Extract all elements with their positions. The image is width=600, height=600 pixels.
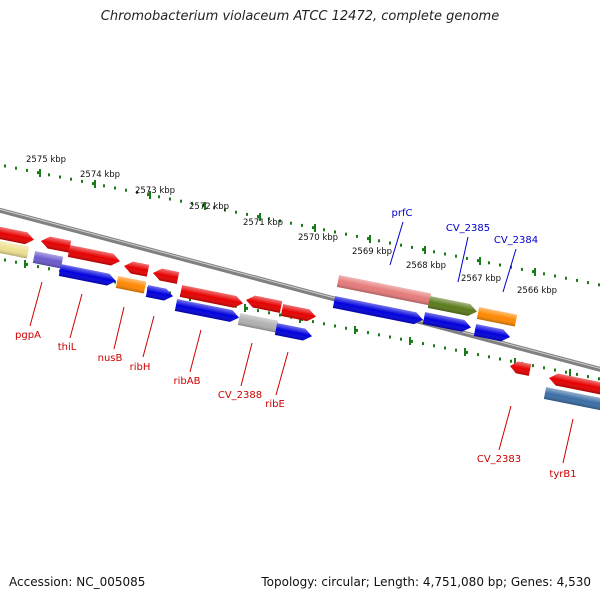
- gene-CV-2384-leader: [502, 248, 517, 293]
- gene-forward: [332, 296, 423, 325]
- gene-ribH-leader: [142, 315, 155, 358]
- gene-thiL-leader: [69, 293, 83, 339]
- gene-forward: [237, 313, 279, 333]
- backbone-highlight: [0, 208, 600, 369]
- topology-text: Topology: circular; Length: 4,751,080 bp…: [261, 575, 591, 589]
- scale-label: 2566 kbp: [517, 286, 557, 296]
- gene-CV-2388-leader: [240, 342, 253, 387]
- gene-pgpA-leader: [29, 281, 43, 327]
- gene-forward: [422, 312, 472, 332]
- gene-forward: [145, 285, 174, 301]
- gene-CV-2385-leader: [457, 236, 469, 283]
- gene-reverse-bottom: [549, 373, 600, 396]
- gene-forward: [58, 264, 116, 286]
- gene-forward: [174, 299, 240, 322]
- gene-CV-2383-leader: [498, 405, 512, 451]
- accession-text: Accession: NC_005085: [9, 575, 146, 589]
- gene-reverse-top: [0, 226, 34, 245]
- gene-thiL-label: thiL: [58, 342, 77, 353]
- gene-reverse-top: [0, 240, 30, 259]
- gene-forward: [336, 275, 432, 306]
- gene-ribAB-label: ribAB: [174, 376, 201, 387]
- gene-prfC-label: prfC: [392, 208, 413, 219]
- scale-label: 2567 kbp: [461, 274, 501, 284]
- gene-reverse-top: [124, 261, 150, 277]
- gene-forward: [32, 251, 64, 269]
- gene-nusB-leader: [113, 306, 125, 350]
- scale-label: 2572 kbp: [189, 202, 229, 212]
- gene-ribH-label: ribH: [130, 362, 151, 373]
- gene-reverse-top: [280, 304, 317, 322]
- gene-forward: [427, 296, 478, 316]
- scale-label: 2574 kbp: [80, 170, 120, 180]
- gene-forward: [115, 276, 147, 294]
- gene-tyrB1-leader: [562, 418, 574, 464]
- gene-forward: [274, 323, 313, 341]
- scale-label: 2570 kbp: [298, 233, 338, 243]
- gene-nusB-label: nusB: [98, 353, 123, 364]
- gene-reverse-top: [41, 236, 72, 253]
- scale-label: 2569 kbp: [352, 247, 392, 257]
- gene-prfC-leader: [389, 221, 404, 266]
- gene-tyrB1-label: tyrB1: [549, 469, 576, 480]
- gene-forward: [476, 307, 518, 327]
- scale-label: 2571 kbp: [243, 218, 283, 228]
- gene-reverse-top: [246, 295, 283, 313]
- gene-ribE-label: ribE: [265, 399, 285, 410]
- gene-CV-2383-label: CV_2383: [477, 454, 521, 465]
- gene-CV-2384-label: CV_2384: [494, 235, 538, 246]
- genome-backbone: [0, 207, 600, 372]
- gene-pgpA-label: pgpA: [15, 330, 41, 341]
- gene-CV-2385-label: CV_2385: [446, 223, 490, 234]
- outer-tick-row: [4, 164, 600, 287]
- gene-CV-2388-label: CV_2388: [218, 390, 262, 401]
- gene-forward: [473, 324, 511, 342]
- gene-reverse-top: [153, 268, 180, 284]
- gene-reverse-bottom: [510, 361, 532, 376]
- gene-reverse-top: [179, 285, 244, 308]
- scale-label: 2568 kbp: [406, 261, 446, 271]
- gene-reverse-top: [67, 245, 121, 266]
- scale-label: 2573 kbp: [135, 186, 175, 196]
- gene-ribAB-leader: [189, 329, 202, 373]
- scale-label: 2575 kbp: [26, 155, 66, 165]
- gene-ribE-leader: [275, 351, 289, 396]
- gene-forward: [543, 387, 600, 411]
- map-title: Chromobacterium violaceum ATCC 12472, co…: [100, 9, 500, 24]
